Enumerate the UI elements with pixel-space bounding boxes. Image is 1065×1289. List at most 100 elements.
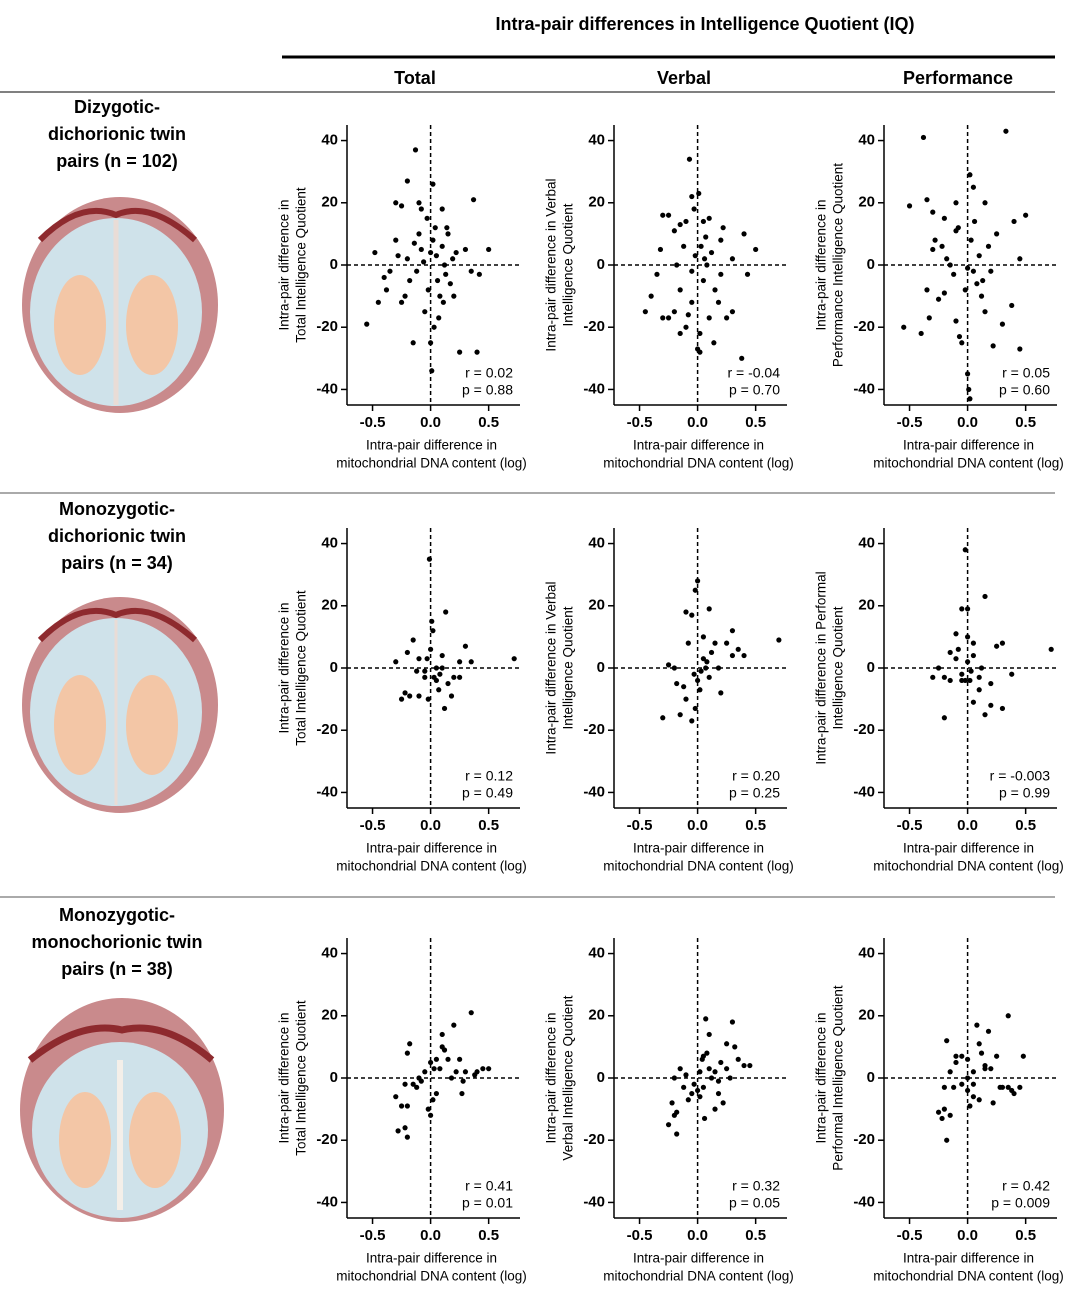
point <box>677 1066 683 1072</box>
point <box>443 609 449 615</box>
point <box>418 246 424 253</box>
point <box>425 1106 431 1112</box>
point <box>947 262 953 268</box>
point <box>959 340 965 346</box>
annotation: p = 0.70 <box>729 382 780 398</box>
point <box>1020 1053 1026 1059</box>
point <box>424 215 430 221</box>
x-tick-label: 0.0 <box>687 1227 708 1244</box>
point <box>648 293 654 299</box>
point <box>398 203 405 209</box>
x-tick-label: -0.5 <box>897 414 923 431</box>
point <box>941 1106 947 1112</box>
point <box>724 640 730 646</box>
point <box>941 1084 947 1090</box>
point <box>697 1094 703 1100</box>
x-tick-label: -0.5 <box>897 1227 923 1244</box>
point <box>970 1081 977 1087</box>
point <box>718 690 724 696</box>
point <box>970 184 977 190</box>
point <box>393 200 399 206</box>
point <box>407 1041 413 1047</box>
point <box>964 371 971 377</box>
point <box>1017 256 1023 262</box>
row-label: Monozygotic- <box>59 499 175 519</box>
annotation: r = 0.32 <box>732 1178 780 1194</box>
y-axis-label: Intra-pair difference in Performal <box>814 571 829 764</box>
y-axis-label: Intelligence Quotient <box>561 203 576 326</box>
point <box>685 312 691 318</box>
x-axis-label: Intra-pair difference in <box>366 438 497 453</box>
point <box>427 1059 434 1066</box>
point <box>741 1062 747 1069</box>
point <box>706 1031 712 1038</box>
annotation: r = 0.20 <box>732 768 780 784</box>
x-tick-label: 0.5 <box>478 1227 499 1244</box>
y-tick-label: 40 <box>858 535 875 552</box>
y-tick-label: -40 <box>583 1193 605 1210</box>
point <box>468 1010 474 1016</box>
point <box>953 1053 959 1059</box>
point <box>437 671 443 677</box>
point <box>706 315 712 321</box>
point <box>741 652 747 659</box>
point <box>462 1069 469 1075</box>
point <box>935 1109 942 1115</box>
point <box>732 1044 738 1050</box>
point <box>701 1115 708 1122</box>
x-tick-label: 0.5 <box>1015 1227 1036 1244</box>
point <box>692 253 698 259</box>
point <box>700 634 707 640</box>
point <box>425 287 431 293</box>
y-axis-label: Intelligence Quotient <box>831 606 846 729</box>
point <box>951 271 957 277</box>
point <box>1009 1087 1015 1094</box>
point <box>683 609 689 615</box>
point <box>985 1028 992 1034</box>
point <box>439 652 445 659</box>
point <box>941 215 947 221</box>
row-label: pairs (n = 34) <box>61 553 173 573</box>
point <box>407 277 413 284</box>
point <box>1017 1084 1023 1090</box>
point <box>691 1081 697 1087</box>
y-tick-label: 20 <box>321 597 338 614</box>
y-axis-label: Intra-pair difference in Verbal <box>544 581 559 754</box>
x-axis-label: Intra-pair difference in <box>633 841 764 856</box>
point <box>665 1122 672 1128</box>
x-tick-label: 0.5 <box>478 817 499 834</box>
point <box>718 1059 724 1066</box>
point <box>947 649 953 656</box>
x-axis-label: Intra-pair difference in <box>903 1251 1034 1266</box>
point <box>414 668 420 674</box>
point <box>704 262 710 268</box>
y-tick-label: 20 <box>588 194 605 211</box>
point <box>431 1066 437 1072</box>
y-tick-label: 20 <box>858 1007 875 1024</box>
point <box>665 662 672 668</box>
point <box>375 299 381 305</box>
point <box>468 268 474 274</box>
point <box>735 1056 741 1062</box>
point <box>395 253 401 259</box>
point <box>941 290 947 296</box>
point <box>967 1103 973 1109</box>
annotation: r = 0.02 <box>465 365 513 381</box>
point <box>939 1115 945 1122</box>
y-axis-label: Intra-pair difference in Verbal <box>544 178 559 351</box>
annotation: p = 0.009 <box>991 1195 1050 1211</box>
x-tick-label: 0.0 <box>957 1227 978 1244</box>
point <box>708 649 715 656</box>
annotation: p = 0.25 <box>729 785 780 801</box>
point <box>474 349 480 355</box>
point <box>453 1069 459 1075</box>
point <box>393 237 399 243</box>
point <box>404 649 410 656</box>
point <box>689 1090 695 1097</box>
x-axis-label: mitochondrial DNA content (log) <box>603 1269 794 1284</box>
y-tick-label: -20 <box>316 1131 338 1148</box>
point <box>433 1056 440 1062</box>
x-axis-label: Intra-pair difference in <box>633 438 764 453</box>
point <box>434 277 441 284</box>
point <box>964 1056 971 1062</box>
